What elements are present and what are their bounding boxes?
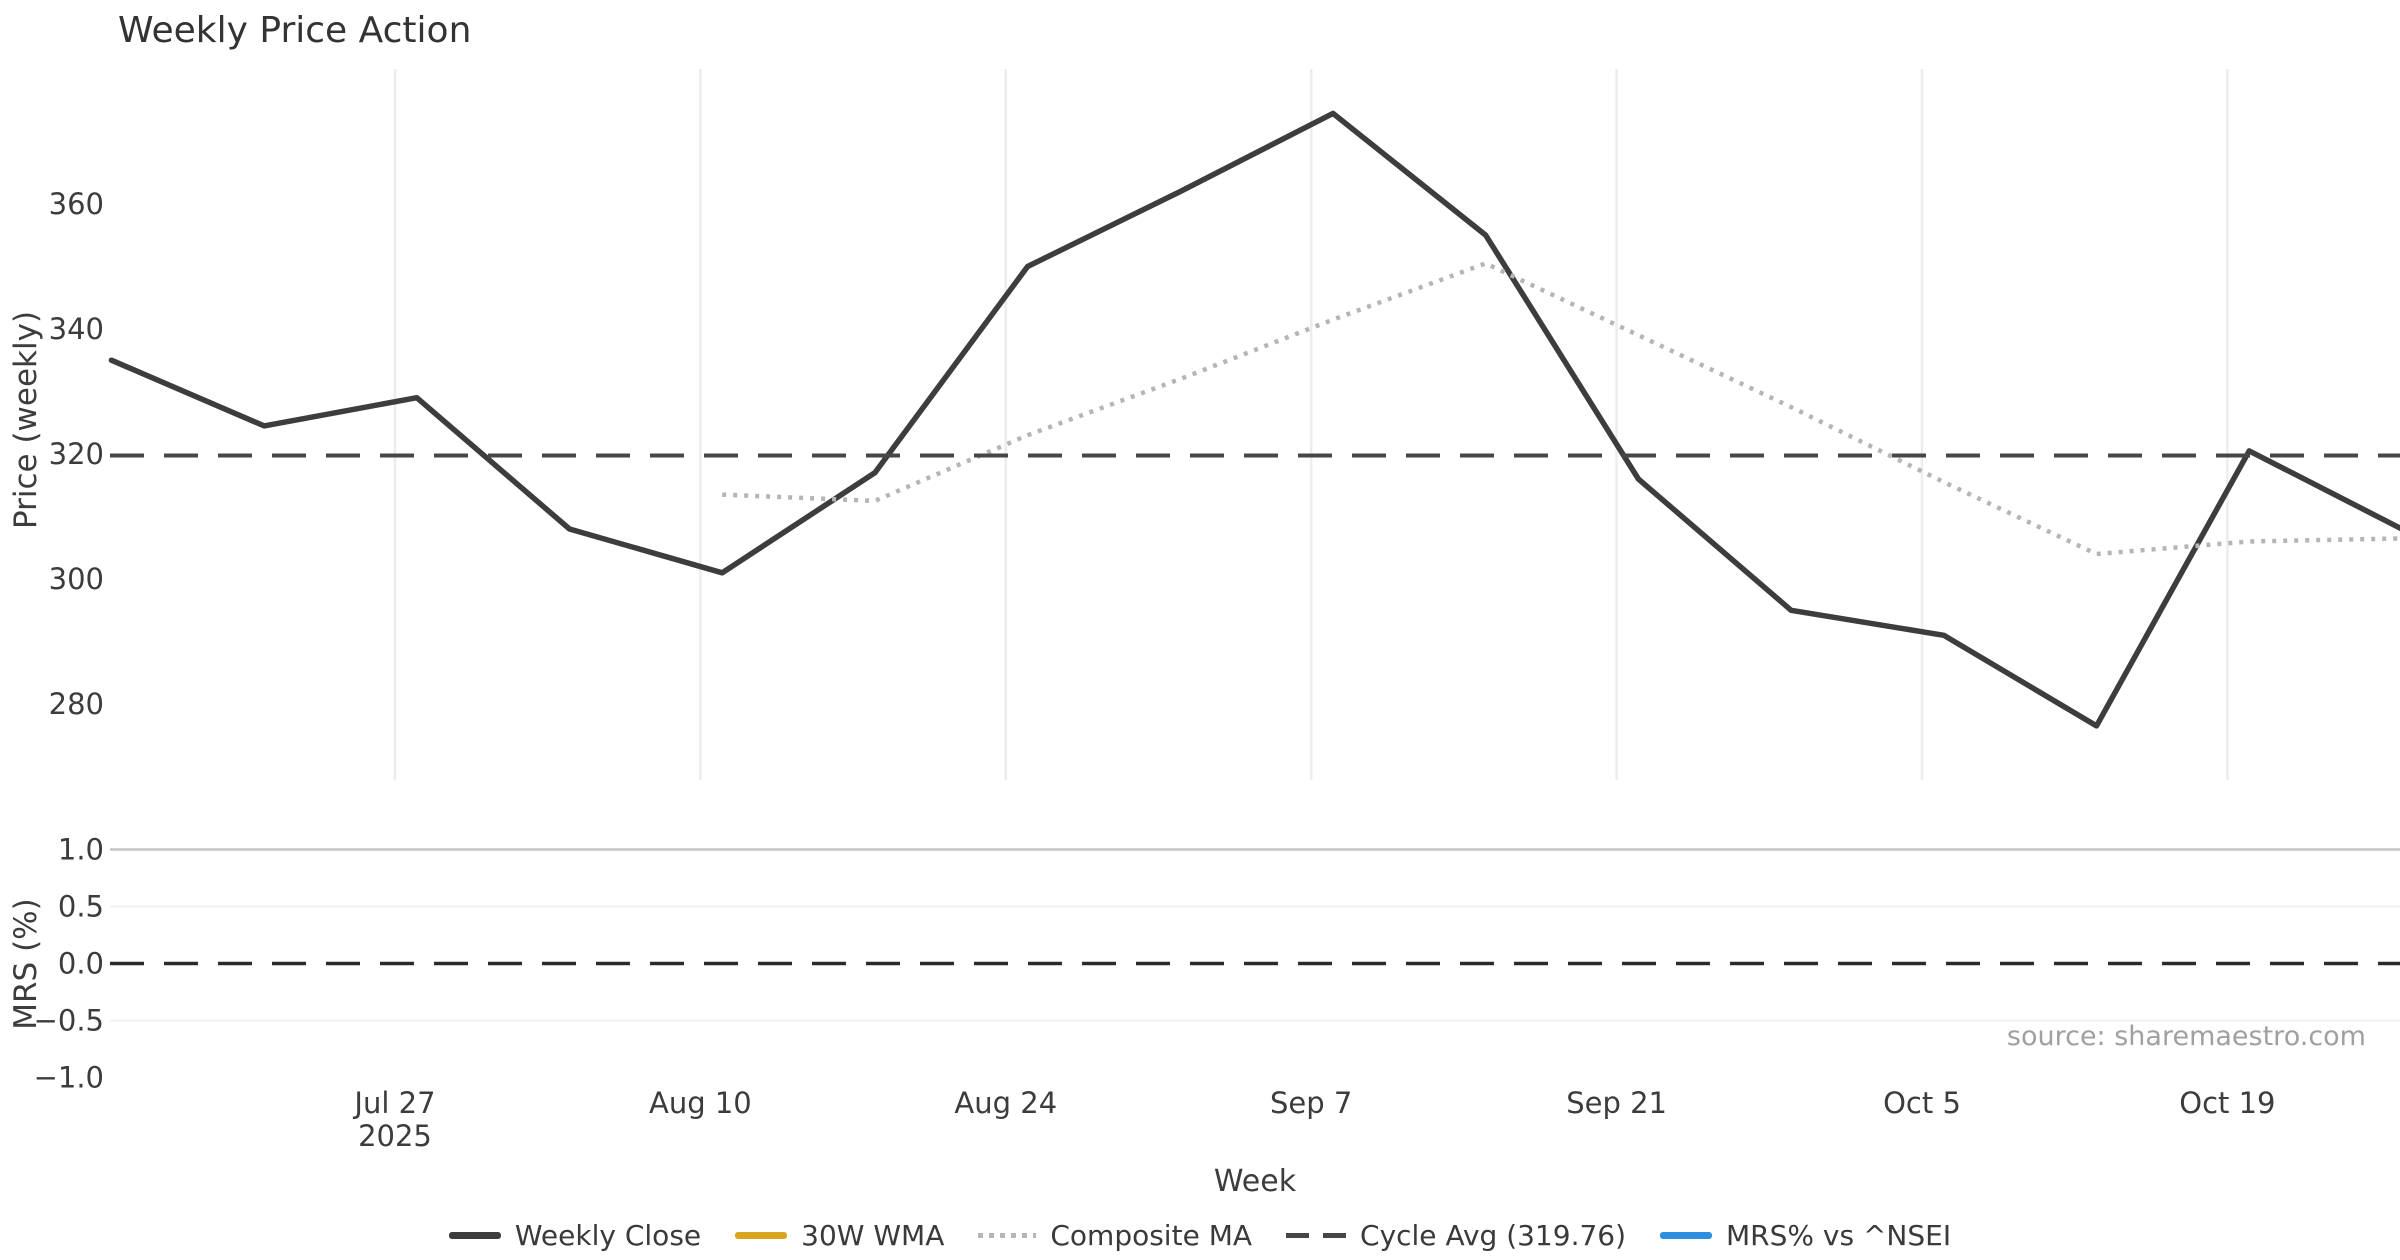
- mrs-ytick-1-0: 1.0: [58, 833, 104, 867]
- legend-label: Cycle Avg (319.76): [1360, 1218, 1627, 1252]
- xtick-oct-5: Oct 5: [1883, 1086, 1961, 1120]
- series-composite-ma: [722, 261, 2400, 557]
- legend-item-mrs-vs-nsei[interactable]: MRS% vs ^NSEI: [1660, 1219, 1951, 1252]
- price-ytick-320: 320: [49, 437, 104, 471]
- mrs-ytick-0-5: −0.5: [34, 1004, 104, 1038]
- xtick-sep-21: Sep 21: [1566, 1086, 1667, 1120]
- xtick-aug-24: Aug 24: [954, 1086, 1057, 1120]
- legend-swatch-dotted: [978, 1232, 1037, 1238]
- price-ytick-labels: 280 300 320 340 360: [49, 187, 104, 721]
- mrs-ytick-labels: 1.0 0.5 0.0 −0.5 −1.0: [34, 833, 104, 1095]
- mrs-horizontal-gridlines: [110, 848, 2400, 1022]
- legend-item-30w-wma[interactable]: 30W WMA: [735, 1219, 944, 1252]
- xtick-year: 2025: [358, 1119, 432, 1153]
- price-ytick-300: 300: [49, 562, 104, 596]
- legend-swatch-dashed: [1286, 1232, 1347, 1238]
- x-axis-label: Week: [1214, 1164, 1297, 1199]
- price-ytick-360: 360: [49, 187, 104, 221]
- price-axis-label: Price (weekly): [8, 311, 44, 529]
- chart-title: Weekly Price Action: [118, 10, 471, 51]
- legend-item-composite-ma[interactable]: Composite MA: [978, 1219, 1252, 1252]
- xtick-jul-27: Jul 27: [352, 1086, 435, 1120]
- legend-swatch-solid: [1660, 1231, 1713, 1239]
- legend-swatch-solid: [735, 1231, 788, 1239]
- legend-item-weekly-close[interactable]: Weekly Close: [448, 1218, 702, 1252]
- price-ytick-340: 340: [49, 312, 104, 346]
- legend-item-cycle-avg-319-76[interactable]: Cycle Avg (319.76): [1286, 1219, 1626, 1252]
- xtick-aug-10: Aug 10: [649, 1086, 752, 1120]
- series-weekly-close: [108, 110, 2400, 729]
- legend-label: Weekly Close: [514, 1218, 702, 1252]
- mrs-ytick-0-0: 0.0: [58, 947, 104, 981]
- xtick-sep-7: Sep 7: [1270, 1086, 1352, 1120]
- legend-label: MRS% vs ^NSEI: [1726, 1218, 1952, 1252]
- legend-label: Composite MA: [1050, 1218, 1253, 1252]
- xtick-oct-19: Oct 19: [2179, 1086, 2275, 1120]
- mrs-ytick-1-0: −1.0: [34, 1061, 104, 1095]
- price-panel-series: [108, 110, 2400, 729]
- legend: Weekly Close 30W WMA Composite MA Cycle Avg…: [200, 1202, 2200, 1260]
- legend-label: 30W WMA: [801, 1218, 945, 1252]
- legend-swatch-solid: [448, 1231, 501, 1239]
- price-vertical-gridlines: [393, 69, 2229, 780]
- price-ytick-280: 280: [49, 687, 104, 721]
- mrs-axis-label: MRS (%): [8, 898, 44, 1029]
- mrs-ytick-0-5: 0.5: [58, 890, 104, 924]
- source-credit: source: sharemaestro.com: [2007, 1021, 2366, 1052]
